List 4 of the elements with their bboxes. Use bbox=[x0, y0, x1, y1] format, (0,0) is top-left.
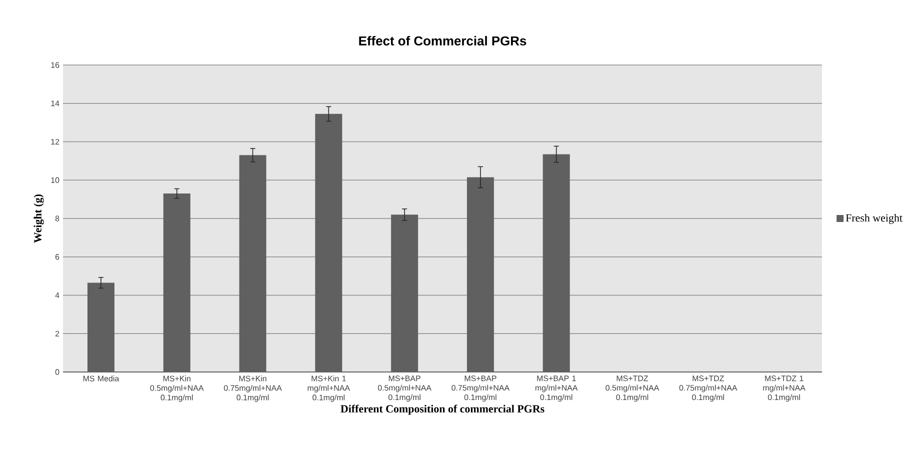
x-axis-title: Different Composition of commercial PGRs bbox=[340, 404, 544, 415]
legend-label: Fresh weight bbox=[846, 214, 902, 224]
y-axis-title: Weight (g) bbox=[34, 194, 44, 243]
chart-title: Effect of Commercial PGRs bbox=[359, 36, 526, 46]
